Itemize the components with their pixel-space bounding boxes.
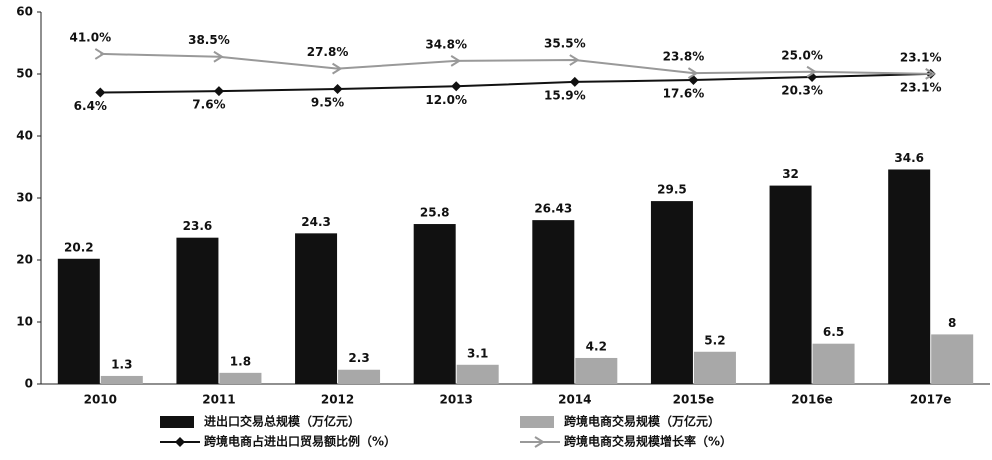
legend-marker [175,437,185,447]
x-tick-label: 2010 [84,393,117,407]
marker [451,81,462,92]
bar-value-label: 23.6 [183,219,213,233]
bar-value-label: 4.2 [586,339,607,353]
marker [806,65,817,78]
bar-value-label: 8 [948,316,956,330]
marker [687,67,699,79]
line-value-label: 6.4% [74,99,107,113]
bar [532,220,575,384]
line-value-label: 41.0% [69,30,111,44]
marker [332,84,343,95]
bar [650,201,693,384]
x-tick-label: 2015e [673,393,715,407]
legend-label: 进出口交易总规模（万亿元） [204,414,360,429]
y-tick-label: 10 [16,315,33,329]
line-value-label: 23.1% [900,80,942,94]
legend-swatch [160,416,194,428]
line [100,52,931,75]
line-value-label: 20.3% [781,84,823,98]
bar [57,258,100,384]
bar-value-label: 1.3 [111,357,132,371]
line-value-label: 35.5% [544,37,586,51]
y-tick-label: 50 [16,67,33,81]
bar [693,351,736,384]
legend-label: 跨境电商占进出口贸易额比例（%） [204,434,396,449]
bar-value-label: 26.43 [534,202,572,216]
line-value-label: 9.5% [311,96,344,110]
legend-label: 跨境电商交易规模（万亿元） [564,414,720,429]
legend-label: 跨境电商交易规模增长率（%） [564,434,732,449]
line [100,72,931,94]
legend-swatch [520,416,554,428]
bar-value-label: 34.6 [894,151,924,165]
y-tick-label: 20 [16,253,33,267]
bar-value-label: 6.5 [823,325,844,339]
marker [569,54,580,66]
line-value-label: 34.8% [425,37,467,51]
bar [769,185,812,384]
x-tick-label: 2013 [439,393,472,407]
bar [413,224,456,384]
line-value-label: 23.1% [900,50,942,64]
bar [456,364,499,384]
bar-value-label: 29.5 [657,183,687,197]
line-value-label: 12.0% [425,93,467,107]
marker [925,68,936,80]
bar-value-label: 32 [782,167,799,181]
line-value-label: 7.6% [192,98,225,112]
bar [295,233,338,384]
marker [569,76,580,87]
line-value-label: 23.8% [663,50,705,64]
bar [100,375,143,384]
bar-value-label: 3.1 [467,346,488,360]
line-value-label: 38.5% [188,33,230,47]
bar-value-label: 1.8 [230,354,251,368]
line-value-label: 27.8% [307,45,349,59]
bar [888,169,931,384]
y-tick-label: 40 [16,129,33,143]
x-tick-label: 2012 [321,393,354,407]
marker [332,62,343,75]
bar [338,369,381,384]
y-tick-label: 30 [16,191,33,205]
bar-value-label: 24.3 [301,215,331,229]
marker [94,48,106,60]
bar [219,372,262,384]
y-tick-label: 60 [16,5,33,19]
x-tick-label: 2011 [202,393,235,407]
x-tick-label: 2016e [791,393,833,407]
marker [213,86,224,97]
bar [812,343,855,384]
bar-value-label: 20.2 [64,240,94,254]
marker [450,54,462,67]
bar [176,237,219,384]
marker [95,87,106,98]
bar [931,334,974,384]
bar-value-label: 5.2 [704,333,725,347]
line-value-label: 17.6% [663,87,705,101]
x-tick-label: 2014 [558,393,591,407]
line-value-label: 15.9% [544,88,586,102]
marker [213,50,224,63]
bar-value-label: 2.3 [348,351,369,365]
legend-marker [534,436,545,448]
bar-value-label: 25.8 [420,206,450,220]
line-value-label: 25.0% [781,48,823,62]
y-tick-label: 0 [25,377,33,391]
bar [575,357,618,384]
x-tick-label: 2017e [910,393,952,407]
